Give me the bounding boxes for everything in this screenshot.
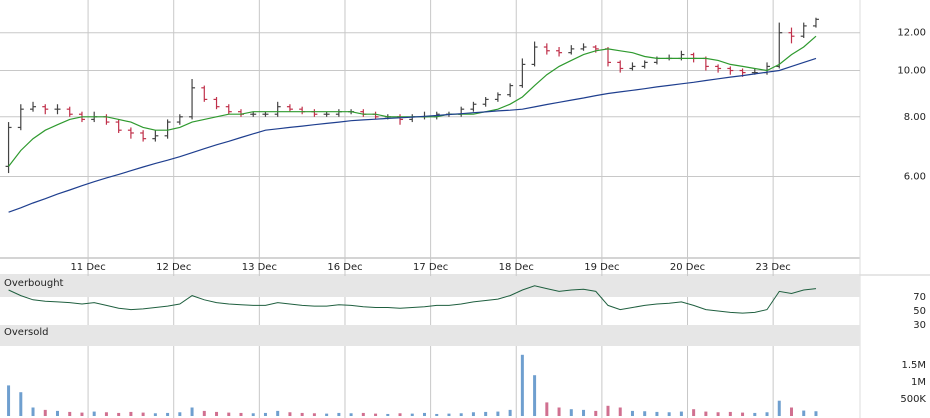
moving-average — [8, 57, 817, 213]
y-tick-label: 8.00 — [904, 112, 926, 123]
volume-bar — [300, 412, 304, 416]
x-tick-label: 17 Dec — [413, 262, 448, 273]
volume-bar — [484, 411, 488, 416]
volume-bar — [606, 405, 610, 416]
volume-bar — [814, 411, 818, 416]
rsi-band — [0, 276, 860, 297]
volume-bar — [802, 410, 806, 416]
x-tick-label: 11 Dec — [70, 262, 105, 273]
y-tick-label: 1.5M — [901, 360, 926, 371]
volume-bar — [594, 410, 598, 416]
y-tick-label: 50 — [913, 306, 926, 317]
volume-bar — [361, 412, 365, 416]
volume-bar — [276, 410, 280, 416]
volume-bar — [777, 400, 781, 416]
volume-bar — [496, 411, 500, 416]
volume-bar — [765, 412, 769, 416]
volume-bar — [557, 407, 561, 416]
volume-bar — [7, 385, 11, 416]
volume-bar — [337, 412, 341, 416]
y-tick-label: 30 — [913, 320, 926, 331]
volume-bar — [178, 412, 182, 416]
volume-bar — [68, 411, 72, 416]
y-tick-label: 500K — [900, 394, 926, 405]
volume-bar — [618, 407, 622, 416]
volume-bar — [471, 412, 475, 416]
volume-bar — [679, 411, 683, 416]
y-tick-label: 12.00 — [897, 28, 926, 39]
volume-bar — [643, 411, 647, 416]
volume-bar — [789, 407, 793, 416]
x-tick-label: 18 Dec — [499, 262, 534, 273]
volume-bar — [704, 411, 708, 416]
volume-bar — [582, 409, 586, 416]
volume-bar — [55, 410, 59, 416]
volume-bar — [349, 413, 353, 416]
x-tick-label: 20 Dec — [670, 262, 705, 273]
volume-bar — [741, 412, 745, 416]
volume-bar — [202, 410, 206, 416]
volume-bar — [410, 413, 414, 416]
volume-bar — [692, 409, 696, 416]
volume-bar — [80, 412, 84, 416]
rsi-band — [0, 325, 860, 346]
band-label: Overbought — [4, 278, 64, 289]
volume-bar — [386, 413, 390, 416]
volume-bar — [263, 412, 267, 416]
volume-bar — [19, 392, 23, 416]
volume-bar — [92, 411, 96, 416]
volume-bar — [520, 354, 524, 416]
volume-bar — [447, 413, 451, 416]
volume-bar — [398, 413, 402, 416]
volume-bar — [215, 411, 219, 416]
volume-bar — [325, 413, 329, 416]
volume-bar — [667, 412, 671, 416]
y-tick-label: 10.00 — [897, 66, 926, 77]
band-label: Oversold — [4, 327, 49, 338]
volume-bar — [43, 409, 47, 416]
volume-bar — [166, 412, 170, 416]
volume-bar — [227, 412, 231, 416]
volume-bar — [435, 413, 439, 416]
volume-bar — [104, 412, 108, 416]
volume-bar — [753, 412, 757, 416]
volume-bar — [508, 409, 512, 416]
volume-bar — [239, 412, 243, 416]
volume-bar — [728, 411, 732, 416]
volume-bar — [31, 407, 35, 416]
volume-bar — [153, 413, 157, 416]
volume-bar — [459, 413, 463, 416]
y-tick-label: 70 — [913, 292, 926, 303]
volume-bar — [288, 412, 292, 416]
rsi-line — [8, 285, 817, 314]
volume-bar — [117, 412, 121, 416]
y-tick-label: 6.00 — [904, 171, 926, 182]
x-tick-label: 19 Dec — [584, 262, 619, 273]
x-tick-label: 13 Dec — [242, 262, 277, 273]
x-tick-label: 12 Dec — [156, 262, 191, 273]
volume-bar — [533, 375, 537, 416]
volume-bar — [312, 413, 316, 416]
volume-bar — [141, 412, 145, 416]
volume-bar — [374, 413, 378, 416]
y-tick-label: 1M — [911, 377, 926, 388]
volume-bar — [129, 411, 133, 416]
volume-bar — [545, 402, 549, 416]
volume-bar — [716, 412, 720, 416]
volume-bar — [630, 410, 634, 416]
volume-bar — [569, 409, 573, 416]
volume-bar — [655, 411, 659, 416]
x-tick-label: 23 Dec — [756, 262, 791, 273]
x-tick-label: 16 Dec — [327, 262, 362, 273]
volume-bar — [190, 407, 194, 416]
volume-bar — [251, 413, 255, 416]
volume-bar — [422, 412, 426, 416]
